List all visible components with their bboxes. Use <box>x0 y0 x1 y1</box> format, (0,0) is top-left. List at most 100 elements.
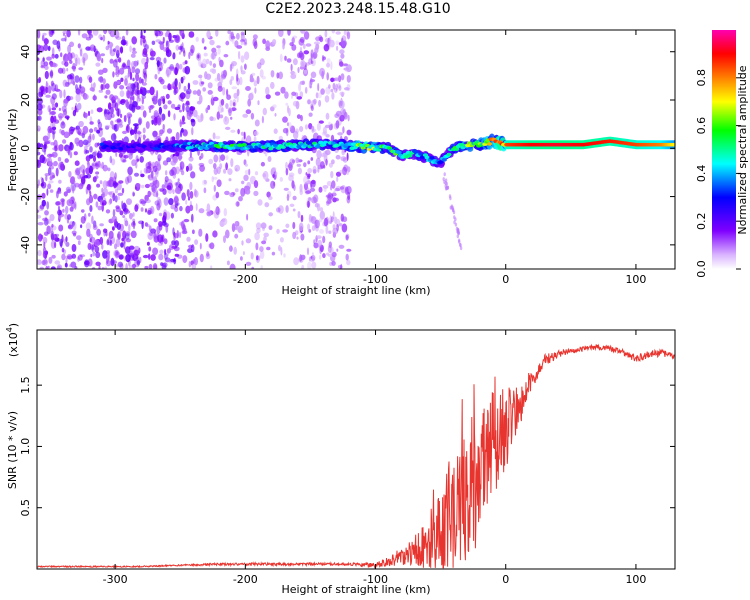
spectrogram-y-tick-label: 40 <box>19 45 32 59</box>
spectrogram-speckle <box>340 100 345 109</box>
spectrogram-speckle <box>328 220 333 224</box>
spectrogram-speckle <box>230 116 233 120</box>
spectrogram-speckle <box>49 176 53 181</box>
spectrogram-speckle <box>199 155 202 161</box>
spectrogram-speckle <box>334 187 341 192</box>
spectrogram-speckle <box>287 164 293 169</box>
spectrogram-speckle <box>64 61 69 67</box>
spectrogram-speckle <box>37 233 43 242</box>
spectrogram-core <box>241 143 247 147</box>
spectrogram-speckle <box>180 45 184 52</box>
spectrogram-speckle <box>296 163 301 167</box>
spectrogram-speckle <box>325 134 330 138</box>
spectrogram-speckle <box>298 83 302 92</box>
spectrogram-speckle <box>74 168 79 174</box>
spectrogram-speckle <box>326 72 330 81</box>
spectrogram-speckle <box>173 246 180 252</box>
spectrogram-speckle <box>328 124 333 131</box>
spectrogram-speckle <box>81 209 85 213</box>
spectrogram-speckle <box>80 90 86 97</box>
spectrogram-speckle <box>346 64 352 73</box>
spectrogram-speckle <box>143 30 146 34</box>
spectrogram-speckle <box>129 100 133 104</box>
spectrogram-speckle <box>270 106 275 112</box>
spectrogram-speckle <box>323 188 327 192</box>
spectrogram-speckle <box>253 136 257 143</box>
spectrogram-speckle <box>89 128 94 133</box>
spectrogram-speckle <box>136 131 142 135</box>
spectrogram-speckle <box>315 92 319 99</box>
spectrogram-speckle <box>78 183 84 190</box>
spectrogram-speckle <box>333 190 336 197</box>
snr-x-tick-label: 100 <box>625 573 646 586</box>
spectrogram-speckle <box>244 51 250 60</box>
spectrogram-speckle <box>110 106 114 114</box>
spectrogram-speckle <box>286 58 292 63</box>
spectrogram-speckle <box>42 217 48 222</box>
spectrogram-speckle <box>203 187 207 194</box>
spectrogram-speckle <box>444 184 447 189</box>
spectrogram-speckle <box>332 227 339 235</box>
spectrogram-speckle <box>241 240 244 246</box>
spectrogram-speckle <box>250 92 254 100</box>
spectrogram-speckle <box>312 51 318 59</box>
spectrogram-speckle <box>326 201 330 206</box>
spectrogram-speckle <box>65 54 69 63</box>
spectrogram-speckle <box>123 240 126 250</box>
spectrogram-speckle <box>283 253 286 258</box>
spectrogram-speckle <box>61 129 65 136</box>
colorbar-gradient <box>712 30 736 269</box>
spectrogram-speckle <box>278 71 284 80</box>
spectrogram-speckle <box>116 118 122 123</box>
spectrogram-speckle <box>46 83 49 87</box>
spectrogram-speckle <box>251 72 256 76</box>
spectrogram-speckle <box>144 265 149 269</box>
spectrogram-speckle <box>234 188 239 193</box>
spectrogram-speckle <box>114 45 120 54</box>
spectrogram-speckle <box>171 136 176 142</box>
spectrogram-speckle <box>69 60 73 64</box>
spectrogram-speckle <box>188 52 191 60</box>
spectrogram-speckle <box>125 176 130 185</box>
spectrogram-speckle <box>346 152 349 161</box>
spectrogram-speckle <box>224 190 230 196</box>
spectrogram-speckle <box>311 99 317 106</box>
spectrogram-speckle <box>37 159 42 169</box>
spectrogram-speckle <box>45 175 48 182</box>
spectrogram-speckle <box>157 157 161 167</box>
spectrogram-core <box>318 140 324 145</box>
spectrogram-speckle <box>336 248 339 252</box>
spectrogram-speckle <box>119 85 125 90</box>
spectrogram-speckle <box>146 241 150 246</box>
spectrogram-speckle <box>58 179 62 184</box>
spectrogram-speckle <box>202 58 207 68</box>
spectrogram-speckle <box>229 245 232 253</box>
spectrogram-speckle <box>291 44 297 51</box>
spectrogram-speckle <box>49 62 54 68</box>
spectrogram-speckle <box>142 135 147 139</box>
spectrogram-y-tick-label: -40 <box>19 236 32 254</box>
spectrogram-speckle <box>312 165 317 175</box>
spectrogram-speckle <box>155 56 162 63</box>
spectrogram-speckle <box>259 69 264 78</box>
spectrogram-speckle <box>100 199 103 204</box>
spectrogram-speckle <box>141 96 144 105</box>
spectrogram-speckle <box>186 88 192 95</box>
spectrogram-speckle <box>78 67 84 71</box>
spectrogram-speckle <box>316 203 321 212</box>
spectrogram-speckle <box>192 109 198 118</box>
spectrogram-speckle <box>129 129 135 135</box>
spectrogram-speckle <box>117 261 124 268</box>
spectrogram-speckle <box>261 240 267 245</box>
spectrogram-speckle <box>49 189 54 193</box>
snr-x-axis: -300 -200 -100 0 100 <box>103 330 646 586</box>
spectrogram-speckle <box>172 53 176 60</box>
spectrogram-speckle <box>306 62 310 66</box>
spectrogram-speckle <box>100 53 106 57</box>
spectrogram-speckle <box>37 97 43 105</box>
spectrogram-speckle <box>324 95 330 103</box>
snr-scale-label: (x104) <box>5 323 20 357</box>
spectrogram-speckle <box>234 164 241 172</box>
spectrogram-speckle <box>152 247 159 256</box>
spectrogram-speckle <box>103 30 108 35</box>
